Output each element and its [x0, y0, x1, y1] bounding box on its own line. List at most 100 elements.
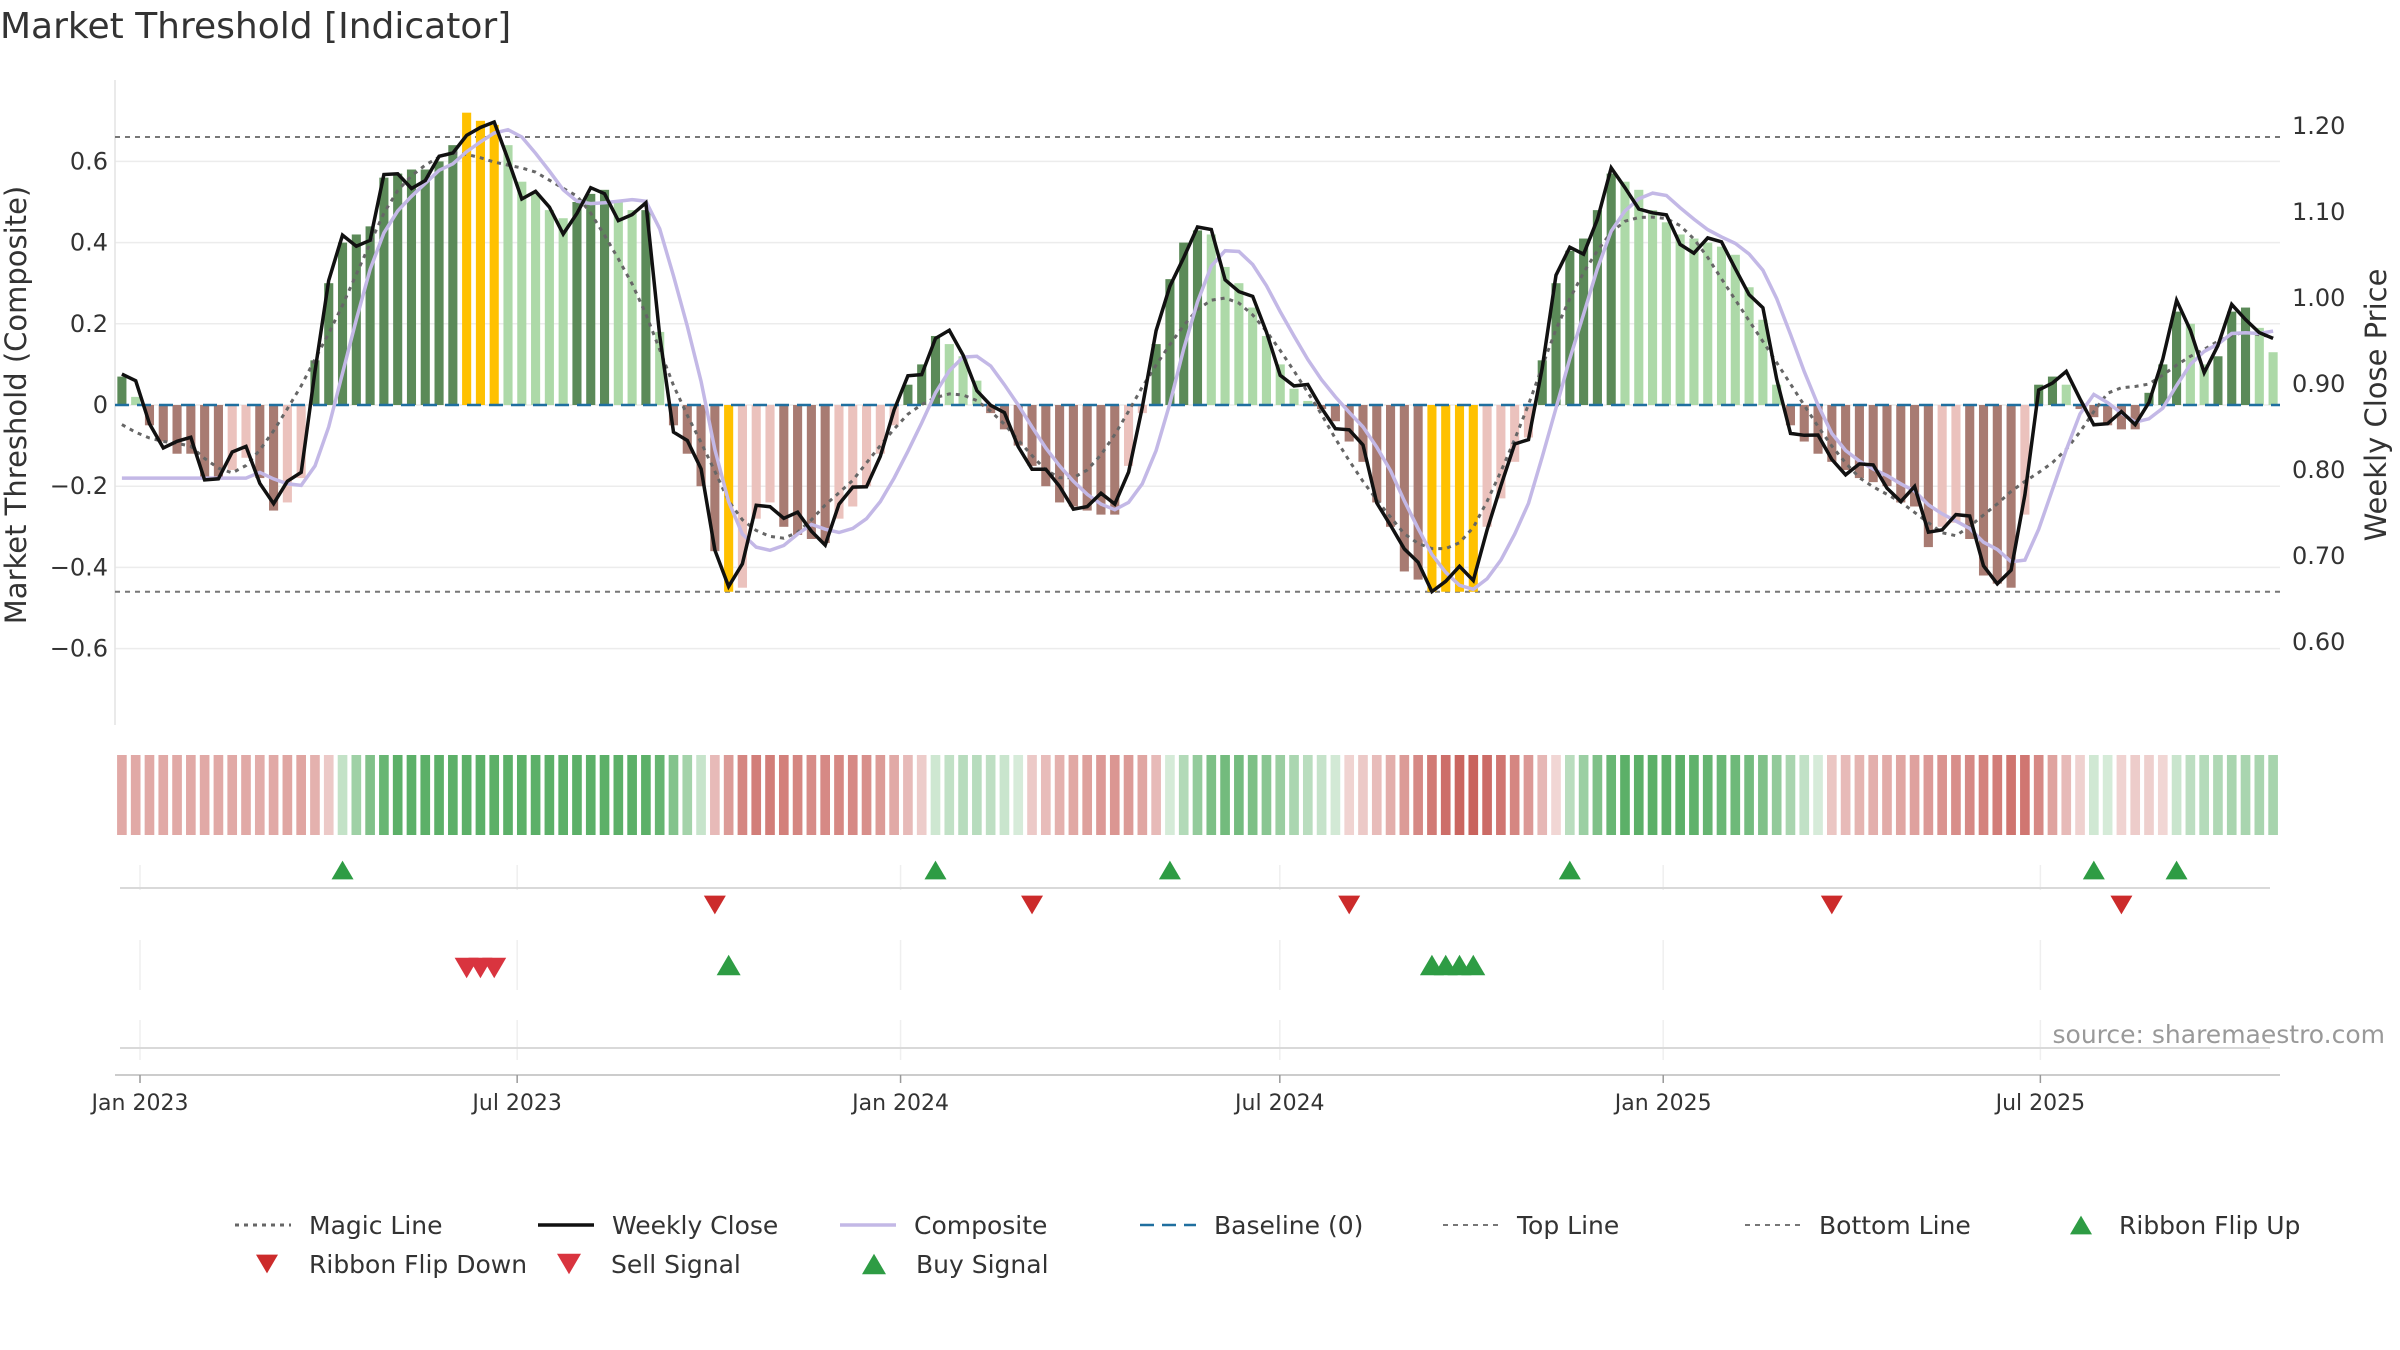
ribbon-cell	[806, 755, 817, 835]
composite-bar	[544, 210, 554, 405]
ribbon-flip-up-marker	[2165, 860, 2188, 880]
composite-bar	[241, 405, 251, 458]
composite-bar	[2061, 384, 2071, 405]
legend-swatch-sell	[557, 1253, 581, 1275]
composite-bar	[806, 405, 816, 539]
composite-bar	[200, 405, 210, 479]
ribbon-cell	[1854, 755, 1865, 835]
ribbon-cell	[1220, 755, 1230, 835]
ribbon-cell	[1289, 755, 1299, 835]
composite-bar	[682, 405, 692, 454]
ribbon-panel	[117, 755, 2278, 835]
ribbon-cell	[958, 755, 968, 835]
ribbon-cell	[1013, 755, 1024, 835]
ribbon-cell	[1882, 755, 1892, 835]
composite-bar	[1592, 210, 1602, 405]
ribbon-cell	[1109, 755, 1120, 835]
ribbon-cell	[1633, 755, 1644, 835]
composite-bar	[1703, 242, 1713, 405]
ribbon-cell	[392, 755, 403, 835]
composite-bar	[365, 226, 375, 405]
ribbon-cell	[1537, 755, 1548, 835]
composite-bar	[1179, 242, 1189, 405]
ribbon-cell	[2006, 755, 2016, 835]
ribbon-cell	[861, 755, 872, 835]
ribbon-cell	[930, 755, 941, 835]
ribbon-cell	[2116, 755, 2127, 835]
ribbon-cell	[903, 755, 913, 835]
main-panel: 0.6 0.4 0.2 0 −0.2 −0.4 −0.6 1.20 1.10 1.00 0.90 0.…	[50, 80, 2345, 725]
ribbon-cell	[130, 755, 141, 835]
ribbon-cell	[227, 755, 238, 835]
ribbon-cell	[172, 755, 182, 835]
ribbon-cell	[1730, 755, 1741, 835]
ribbon-cell	[1482, 755, 1492, 835]
composite-bar	[337, 242, 348, 405]
legend-label: Weekly Close	[612, 1211, 778, 1240]
composite-bar	[917, 364, 927, 405]
ribbon-cell	[1440, 755, 1451, 835]
ribbon-cell	[1413, 755, 1423, 835]
composite-bar	[1785, 405, 1796, 426]
ribbon-cell	[613, 755, 624, 835]
ribbon-cell	[1344, 755, 1355, 835]
ribbon-cell	[1137, 755, 1148, 835]
right-tick-label: 1.10	[2292, 198, 2345, 226]
ribbon-cell	[1468, 755, 1479, 835]
composite-bar	[1992, 405, 2002, 584]
ribbon-cell	[1813, 755, 1823, 835]
composite-bar	[475, 120, 485, 406]
composite-bar	[834, 405, 844, 519]
ribbon-cell	[1234, 755, 1244, 835]
composite-bar	[1386, 405, 1396, 527]
composite-bar	[1234, 283, 1244, 405]
left-tick-label: −0.4	[50, 553, 108, 581]
ribbon-cell	[1399, 755, 1410, 835]
ribbon-cell	[1827, 755, 1837, 835]
composite-bar	[1551, 283, 1561, 405]
composite-bar	[2103, 405, 2113, 426]
ribbon-cell	[241, 755, 251, 835]
ribbon-cell	[820, 755, 831, 835]
ribbon-cell	[2033, 755, 2044, 835]
ribbon-cell	[448, 755, 458, 835]
date-tick-label: Jan 2023	[90, 1091, 189, 1116]
ribbon-cell	[379, 755, 389, 835]
ribbon-cell	[1909, 755, 1920, 835]
ribbon-cell	[1785, 755, 1796, 835]
ribbon-cell	[654, 755, 665, 835]
composite-bar	[1124, 405, 1134, 466]
composite-bar	[1096, 405, 1106, 515]
composite-bar	[2268, 352, 2278, 405]
composite-bar	[489, 124, 499, 406]
composite-bar	[1192, 230, 1203, 405]
ribbon-cell	[1840, 755, 1851, 835]
composite-bar	[1675, 234, 1685, 405]
composite-bar	[1510, 405, 1520, 462]
composite-bar	[655, 331, 665, 405]
ribbon-cell	[544, 755, 555, 835]
ribbon-cell	[1578, 755, 1589, 835]
composite-bar	[2020, 405, 2030, 515]
date-tick-label: Jan 2025	[1613, 1091, 1712, 1116]
ribbon-cell	[1937, 755, 1947, 835]
date-tick-label: Jul 2023	[470, 1091, 562, 1116]
composite-bar	[1813, 405, 1823, 454]
ribbon-cell	[916, 755, 927, 835]
ribbon-cell	[254, 755, 265, 835]
ribbon-cell	[985, 755, 996, 835]
composite-bar	[1151, 344, 1161, 405]
composite-bar	[406, 169, 417, 405]
ribbon-flip-down-marker	[1820, 895, 1843, 915]
composite-bar	[627, 210, 637, 405]
ribbon-cell	[751, 755, 762, 835]
composite-bar	[1399, 405, 1409, 572]
composite-bar	[269, 405, 279, 511]
composite-bar	[641, 210, 651, 405]
composite-bar	[172, 405, 182, 454]
ribbon-cell	[1040, 755, 1051, 835]
composite-bar	[2047, 376, 2058, 405]
date-tick-label: Jul 2024	[1233, 1091, 1325, 1116]
composite-bar	[1579, 238, 1589, 405]
ribbon-cell	[847, 755, 858, 835]
